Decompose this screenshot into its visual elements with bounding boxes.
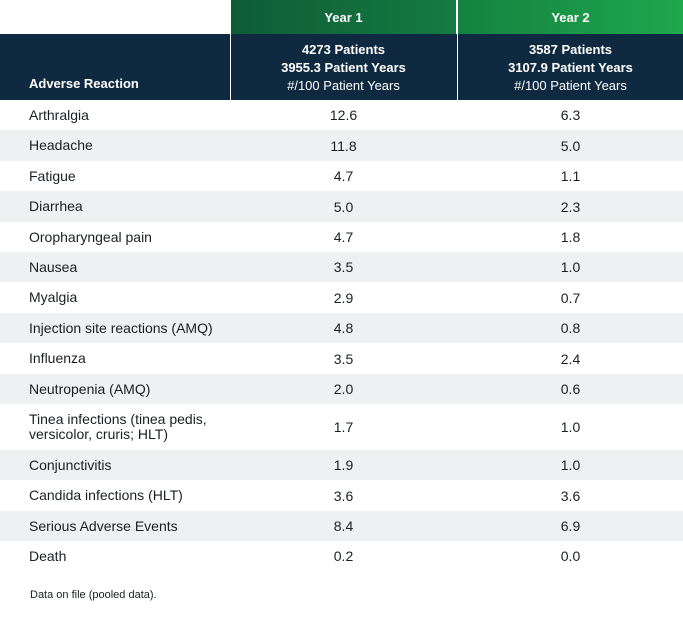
table-row: Oropharyngeal pain 4.7 1.8 xyxy=(0,222,683,252)
year-2-rate: 0.6 xyxy=(560,381,581,397)
footnote: Data on file (pooled data). xyxy=(30,589,157,601)
year-1-rate: 3.5 xyxy=(333,259,354,275)
year-1-rate: 11.8 xyxy=(330,137,357,154)
table-row: Influenza 3.5 2.4 xyxy=(0,343,683,374)
adverse-reaction-header: Adverse Reaction xyxy=(29,76,139,91)
year-1-rate: 4.7 xyxy=(333,229,354,245)
reaction-name: Arthralgia xyxy=(29,106,89,123)
year-2-rate: 2.4 xyxy=(560,350,581,367)
adverse-reactions-table: Year 1 Year 2 Adverse Reaction 4273 Pati… xyxy=(0,0,683,100)
reaction-name: Injection site reactions (AMQ) xyxy=(29,319,213,336)
year-2-patient-years: 3107.9 Patient Years xyxy=(508,59,633,75)
year-1-patients: 4273 Patients xyxy=(301,41,386,57)
reaction-name: Diarrhea xyxy=(29,198,83,214)
year-2-rate: 6.3 xyxy=(560,107,581,123)
year-1-rate: 1.9 xyxy=(333,457,354,473)
reaction-name: Influenza xyxy=(29,350,86,366)
table-row: Conjunctivitis 1.9 1.0 xyxy=(0,450,683,480)
reaction-name: Neutropenia (AMQ) xyxy=(29,380,151,397)
table-row: Nausea 3.5 1.0 xyxy=(0,252,683,282)
table-row: Serious Adverse Events 8.4 6.9 xyxy=(0,511,683,541)
year-1-rate: 4.8 xyxy=(333,320,354,336)
year-1-rate: 8.4 xyxy=(333,518,354,534)
reaction-name: Tinea infections (tinea pedis, versicolo… xyxy=(29,411,207,442)
year-1-patient-years: 3955.3 Patient Years xyxy=(281,59,406,75)
year-2-rate: 0.8 xyxy=(560,320,581,336)
year-header-row: Year 1 Year 2 xyxy=(0,0,683,34)
year-1-rate: 12.6 xyxy=(329,107,358,123)
reaction-name: Fatigue xyxy=(29,167,76,184)
year-1-unit: #/100 Patient Years xyxy=(287,77,400,93)
reaction-name: Oropharyngeal pain xyxy=(29,228,152,245)
table-row: Diarrhea 5.0 2.3 xyxy=(0,191,683,222)
year-2-patients: 3587 Patients xyxy=(528,41,613,57)
year-2-rate: 1.8 xyxy=(560,229,581,245)
year-1-rate: 0.2 xyxy=(333,548,354,564)
year-2-rate: 6.9 xyxy=(560,518,581,534)
year-2-summary: 3587 Patients 3107.9 Patient Years #/100… xyxy=(457,34,683,100)
year-2-rate: 0.0 xyxy=(560,548,581,564)
year-2-rate: 0.7 xyxy=(560,289,581,306)
year-2-unit: #/100 Patient Years xyxy=(514,77,627,93)
reaction-name: Nausea xyxy=(29,258,78,275)
table-row: Headache 11.8 5.0 xyxy=(0,130,683,161)
year-1-header: Year 1 xyxy=(231,0,456,34)
year-1-rate: 4.7 xyxy=(333,168,354,184)
year-2-rate: 1.0 xyxy=(560,457,581,473)
year-2-rate: 5.0 xyxy=(560,137,581,154)
year-1-rate: 2.0 xyxy=(333,381,354,397)
year-1-rate: 5.0 xyxy=(333,198,354,215)
table-row: Injection site reactions (AMQ) 4.8 0.8 xyxy=(0,313,683,343)
reaction-name: Death xyxy=(29,547,67,564)
year-2-rate: 3.6 xyxy=(560,487,581,504)
table-row: Myalgia 2.9 0.7 xyxy=(0,282,683,313)
reaction-name: Candida infections (HLT) xyxy=(29,487,183,503)
table-row: Candida infections (HLT) 3.6 3.6 xyxy=(0,480,683,511)
year-2-rate: 1.1 xyxy=(560,168,581,184)
year-2-rate: 1.0 xyxy=(560,419,581,435)
year-2-rate: 1.0 xyxy=(560,259,581,275)
reaction-name: Headache xyxy=(29,137,93,153)
reaction-name: Myalgia xyxy=(29,289,78,305)
reaction-name: Conjunctivitis xyxy=(29,456,112,473)
table-row: Arthralgia 12.6 6.3 xyxy=(0,100,683,130)
table-row: Death 0.2 0.0 xyxy=(0,541,683,571)
table-row: Neutropenia (AMQ) 2.0 0.6 xyxy=(0,374,683,404)
table-row: Tinea infections (tinea pedis, versicolo… xyxy=(0,404,683,450)
year-1-rate: 1.7 xyxy=(333,419,354,435)
year-1-summary: 4273 Patients 3955.3 Patient Years #/100… xyxy=(230,34,456,100)
year-1-rate: 3.6 xyxy=(333,487,354,504)
column-header-row: Adverse Reaction 4273 Patients 3955.3 Pa… xyxy=(0,34,683,100)
year-2-header: Year 2 xyxy=(458,0,683,34)
year-2-rate: 2.3 xyxy=(560,198,581,215)
table-row: Fatigue 4.7 1.1 xyxy=(0,161,683,191)
year-1-rate: 3.5 xyxy=(333,350,354,367)
year-1-rate: 2.9 xyxy=(333,289,354,306)
reaction-name: Serious Adverse Events xyxy=(29,517,178,534)
